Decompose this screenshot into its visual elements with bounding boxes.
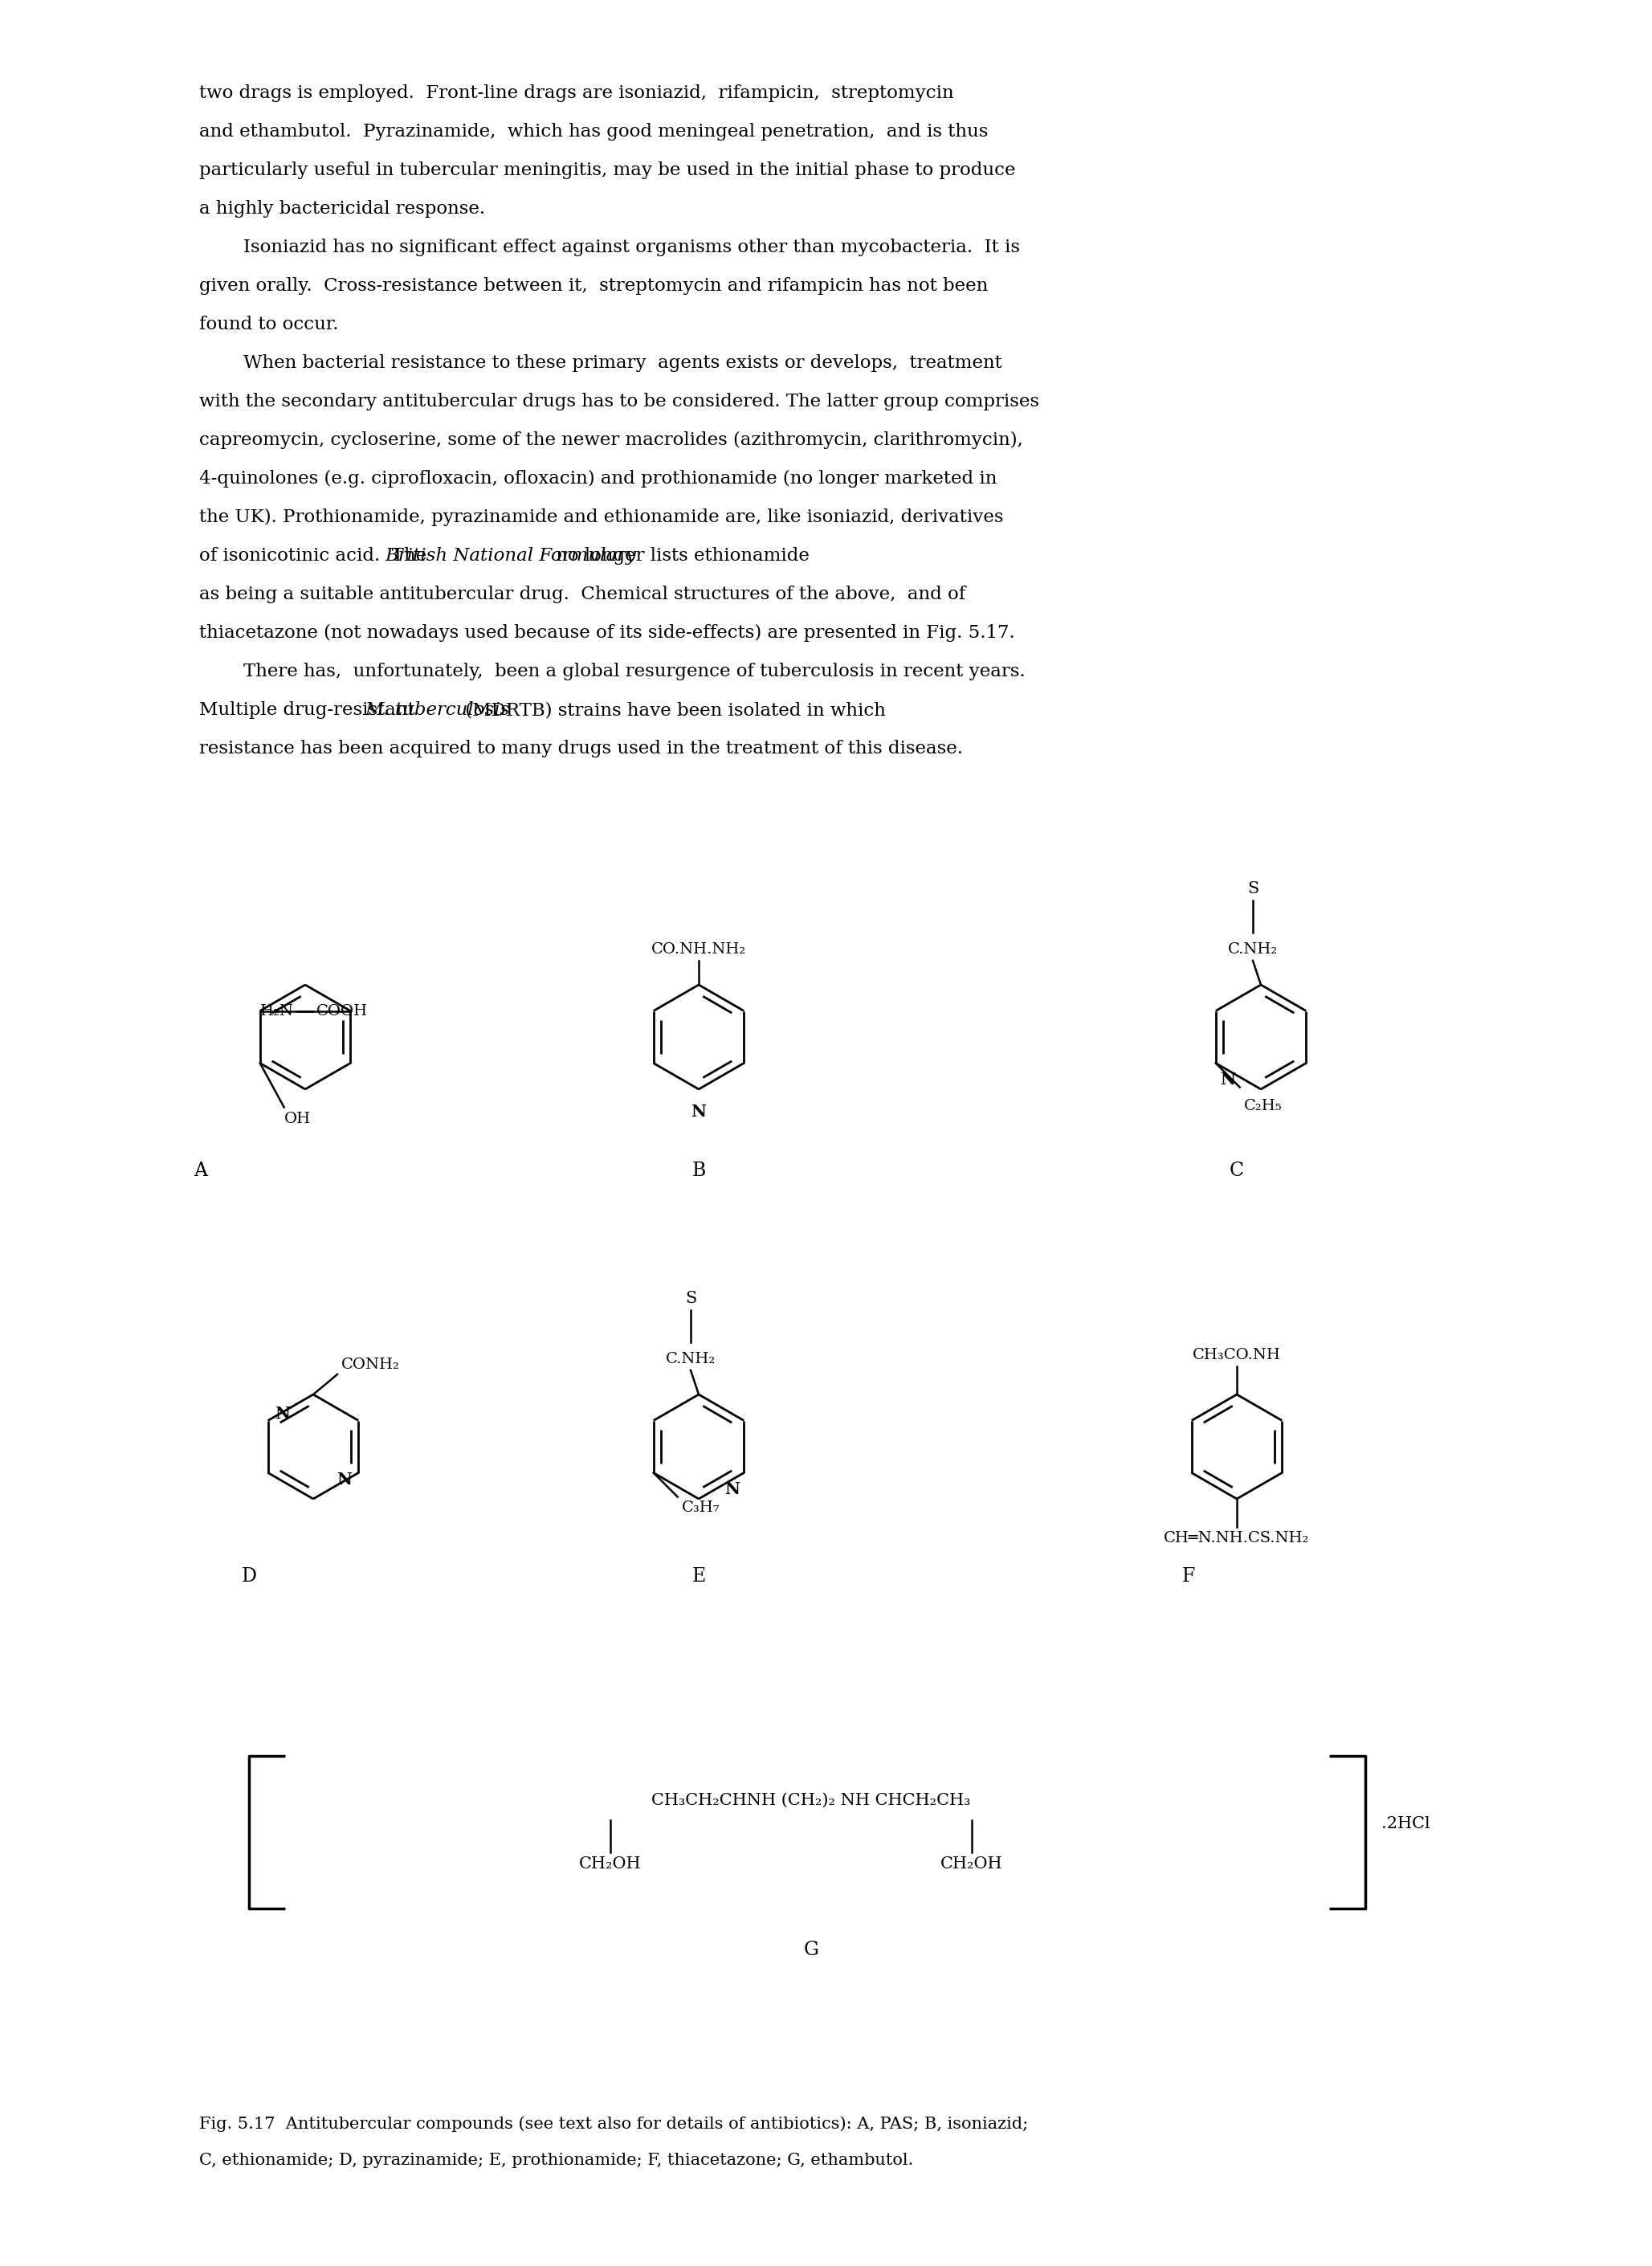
Text: Fig. 5.17  Antitubercular compounds (see text also for details of antibiotics): : Fig. 5.17 Antitubercular compounds (see …	[200, 2116, 1028, 2132]
Text: resistance has been acquired to many drugs used in the treatment of this disease: resistance has been acquired to many dru…	[200, 739, 963, 757]
Text: and ethambutol.  Pyrazinamide,  which has good meningeal penetration,  and is th: and ethambutol. Pyrazinamide, which has …	[200, 122, 988, 140]
Text: found to occur.: found to occur.	[200, 315, 339, 333]
Text: CO.NH.NH₂: CO.NH.NH₂	[651, 943, 747, 956]
Text: N: N	[337, 1471, 352, 1486]
Text: CONH₂: CONH₂	[342, 1357, 400, 1371]
Text: C₂H₅: C₂H₅	[1244, 1099, 1282, 1113]
Text: CH₃CO.NH: CH₃CO.NH	[1193, 1348, 1280, 1362]
Text: B: B	[692, 1162, 705, 1181]
Text: the UK). Prothionamide, pyrazinamide and ethionamide are, like isoniazid, deriva: the UK). Prothionamide, pyrazinamide and…	[200, 508, 1003, 526]
Text: Isoniazid has no significant effect against organisms other than mycobacteria.  : Isoniazid has no significant effect agai…	[243, 238, 1019, 256]
Text: N: N	[691, 1104, 707, 1119]
Text: of isonicotinic acid.  The: of isonicotinic acid. The	[200, 546, 433, 564]
Text: given orally.  Cross-resistance between it,  streptomycin and rifampicin has not: given orally. Cross-resistance between i…	[200, 276, 988, 295]
Text: .2HCl: .2HCl	[1381, 1817, 1431, 1831]
Text: COOH: COOH	[316, 1004, 368, 1017]
Text: H₂N: H₂N	[261, 1004, 294, 1017]
Text: S: S	[1247, 881, 1259, 897]
Text: Multiple drug-resistant: Multiple drug-resistant	[200, 700, 421, 718]
Text: There has,  unfortunately,  been a global resurgence of tuberculosis in recent y: There has, unfortunately, been a global …	[243, 662, 1026, 680]
Text: C₃H₇: C₃H₇	[682, 1500, 720, 1516]
Text: 4-quinolones (e.g. ciprofloxacin, ofloxacin) and prothionamide (no longer market: 4-quinolones (e.g. ciprofloxacin, ofloxa…	[200, 469, 996, 487]
Text: as being a suitable antitubercular drug.  Chemical structures of the above,  and: as being a suitable antitubercular drug.…	[200, 585, 965, 603]
Text: N: N	[274, 1407, 289, 1423]
Text: British National Formulary: British National Formulary	[385, 546, 636, 564]
Text: (MDRTB) strains have been isolated in which: (MDRTB) strains have been isolated in wh…	[459, 700, 885, 718]
Text: particularly useful in tubercular meningitis, may be used in the initial phase t: particularly useful in tubercular mening…	[200, 161, 1016, 179]
Text: When bacterial resistance to these primary  agents exists or develops,  treatmen: When bacterial resistance to these prima…	[243, 353, 1003, 372]
Text: OH: OH	[284, 1110, 311, 1126]
Text: C: C	[1229, 1162, 1244, 1181]
Text: capreomycin, cycloserine, some of the newer macrolides (azithromycin, clarithrom: capreomycin, cycloserine, some of the ne…	[200, 431, 1023, 449]
Text: CH₂OH: CH₂OH	[940, 1856, 1003, 1872]
Text: C, ethionamide; D, pyrazinamide; E, prothionamide; F, thiacetazone; G, ethambuto: C, ethionamide; D, pyrazinamide; E, prot…	[200, 2153, 914, 2169]
Text: CH₃CH₂CHNH (CH₂)₂ NH CHCH₂CH₃: CH₃CH₂CHNH (CH₂)₂ NH CHCH₂CH₃	[651, 1792, 971, 1808]
Text: D: D	[241, 1568, 256, 1586]
Text: S: S	[686, 1292, 697, 1305]
Text: C.NH₂: C.NH₂	[1227, 943, 1279, 956]
Text: CH₂OH: CH₂OH	[580, 1856, 641, 1872]
Text: A: A	[193, 1162, 208, 1181]
Text: no longer lists ethionamide: no longer lists ethionamide	[550, 546, 809, 564]
Text: N: N	[725, 1480, 740, 1498]
Text: N: N	[1219, 1072, 1236, 1088]
Text: F: F	[1183, 1568, 1194, 1586]
Text: thiacetazone (not nowadays used because of its side-effects) are presented in Fi: thiacetazone (not nowadays used because …	[200, 623, 1014, 641]
Text: with the secondary antitubercular drugs has to be considered. The latter group c: with the secondary antitubercular drugs …	[200, 392, 1039, 410]
Text: M. tuberculosis: M. tuberculosis	[365, 700, 509, 718]
Text: G: G	[803, 1940, 819, 1960]
Text: two drags is employed.  Front-line drags are isoniazid,  rifampicin,  streptomyc: two drags is employed. Front-line drags …	[200, 84, 953, 102]
Text: a highly bactericidal response.: a highly bactericidal response.	[200, 199, 486, 218]
Text: E: E	[692, 1568, 705, 1586]
Text: C.NH₂: C.NH₂	[666, 1353, 715, 1366]
Text: CH═N.NH.CS.NH₂: CH═N.NH.CS.NH₂	[1165, 1532, 1310, 1545]
